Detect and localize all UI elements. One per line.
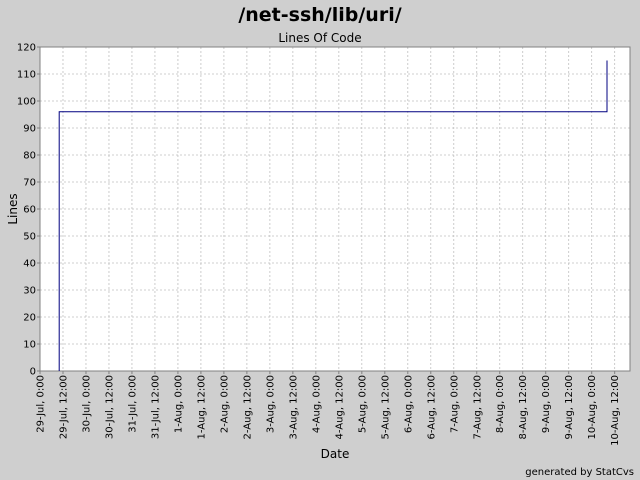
y-tick-label: 30 — [23, 286, 36, 297]
y-tick-label: 20 — [23, 313, 36, 324]
x-tick-label: 7-Aug, 0:00 — [449, 375, 460, 433]
x-tick-label: 31-Jul, 12:00 — [150, 375, 161, 439]
y-tick-label: 10 — [23, 340, 36, 351]
y-tick-label: 90 — [23, 124, 36, 135]
x-tick-label: 29-Jul, 12:00 — [58, 375, 69, 439]
x-tick-label: 4-Aug, 0:00 — [311, 375, 322, 433]
x-tick-label: 31-Jul, 0:00 — [127, 375, 138, 433]
series-line — [58, 60, 608, 371]
plot-border — [39, 46, 631, 372]
x-tick-label: 3-Aug, 0:00 — [265, 375, 276, 433]
x-tick-label: 10-Aug, 12:00 — [610, 375, 621, 446]
chart-title: /net-ssh/lib/uri/ — [238, 4, 402, 26]
y-tick-label: 110 — [17, 70, 36, 81]
y-tick-label: 120 — [17, 43, 36, 54]
generator-credit: generated by StatCvs — [525, 467, 634, 478]
x-tick-label: 10-Aug, 0:00 — [587, 375, 598, 439]
y-tick-label: 100 — [17, 97, 36, 108]
y-tick-label: 60 — [23, 205, 36, 216]
x-tick-label: 2-Aug, 0:00 — [219, 375, 230, 433]
x-tick-label: 8-Aug, 0:00 — [495, 375, 506, 433]
x-tick-label: 29-Jul, 0:00 — [36, 375, 47, 433]
chart-subtitle: Lines Of Code — [278, 31, 362, 45]
x-tick-label: 5-Aug, 12:00 — [380, 375, 391, 439]
x-tick-label: 2-Aug, 12:00 — [242, 375, 253, 439]
x-tick-label: 5-Aug, 0:00 — [357, 375, 368, 433]
x-tick-label: 6-Aug, 0:00 — [403, 375, 414, 433]
x-tick-label: 7-Aug, 12:00 — [472, 375, 483, 439]
plot-area — [40, 47, 630, 371]
y-tick-label: 70 — [23, 178, 36, 189]
x-tick-label: 9-Aug, 0:00 — [541, 375, 552, 433]
x-tick-label: 4-Aug, 12:00 — [334, 375, 345, 439]
y-axis-label: Lines — [6, 193, 20, 224]
x-tick-label: 1-Aug, 0:00 — [173, 375, 184, 433]
y-tick-label: 0 — [30, 367, 36, 378]
x-tick-label: 8-Aug, 12:00 — [518, 375, 529, 439]
y-tick-label: 40 — [23, 259, 36, 270]
y-tick-label: 50 — [23, 232, 36, 243]
x-tick-label: 3-Aug, 12:00 — [288, 375, 299, 439]
x-tick-label: 6-Aug, 12:00 — [426, 375, 437, 439]
x-axis-label: Date — [321, 447, 350, 461]
x-tick-label: 30-Jul, 12:00 — [104, 375, 115, 439]
x-tick-label: 30-Jul, 0:00 — [81, 375, 92, 433]
x-tick-label: 9-Aug, 12:00 — [564, 375, 575, 439]
x-tick-label: 1-Aug, 12:00 — [196, 375, 207, 439]
y-tick-label: 80 — [23, 151, 36, 162]
